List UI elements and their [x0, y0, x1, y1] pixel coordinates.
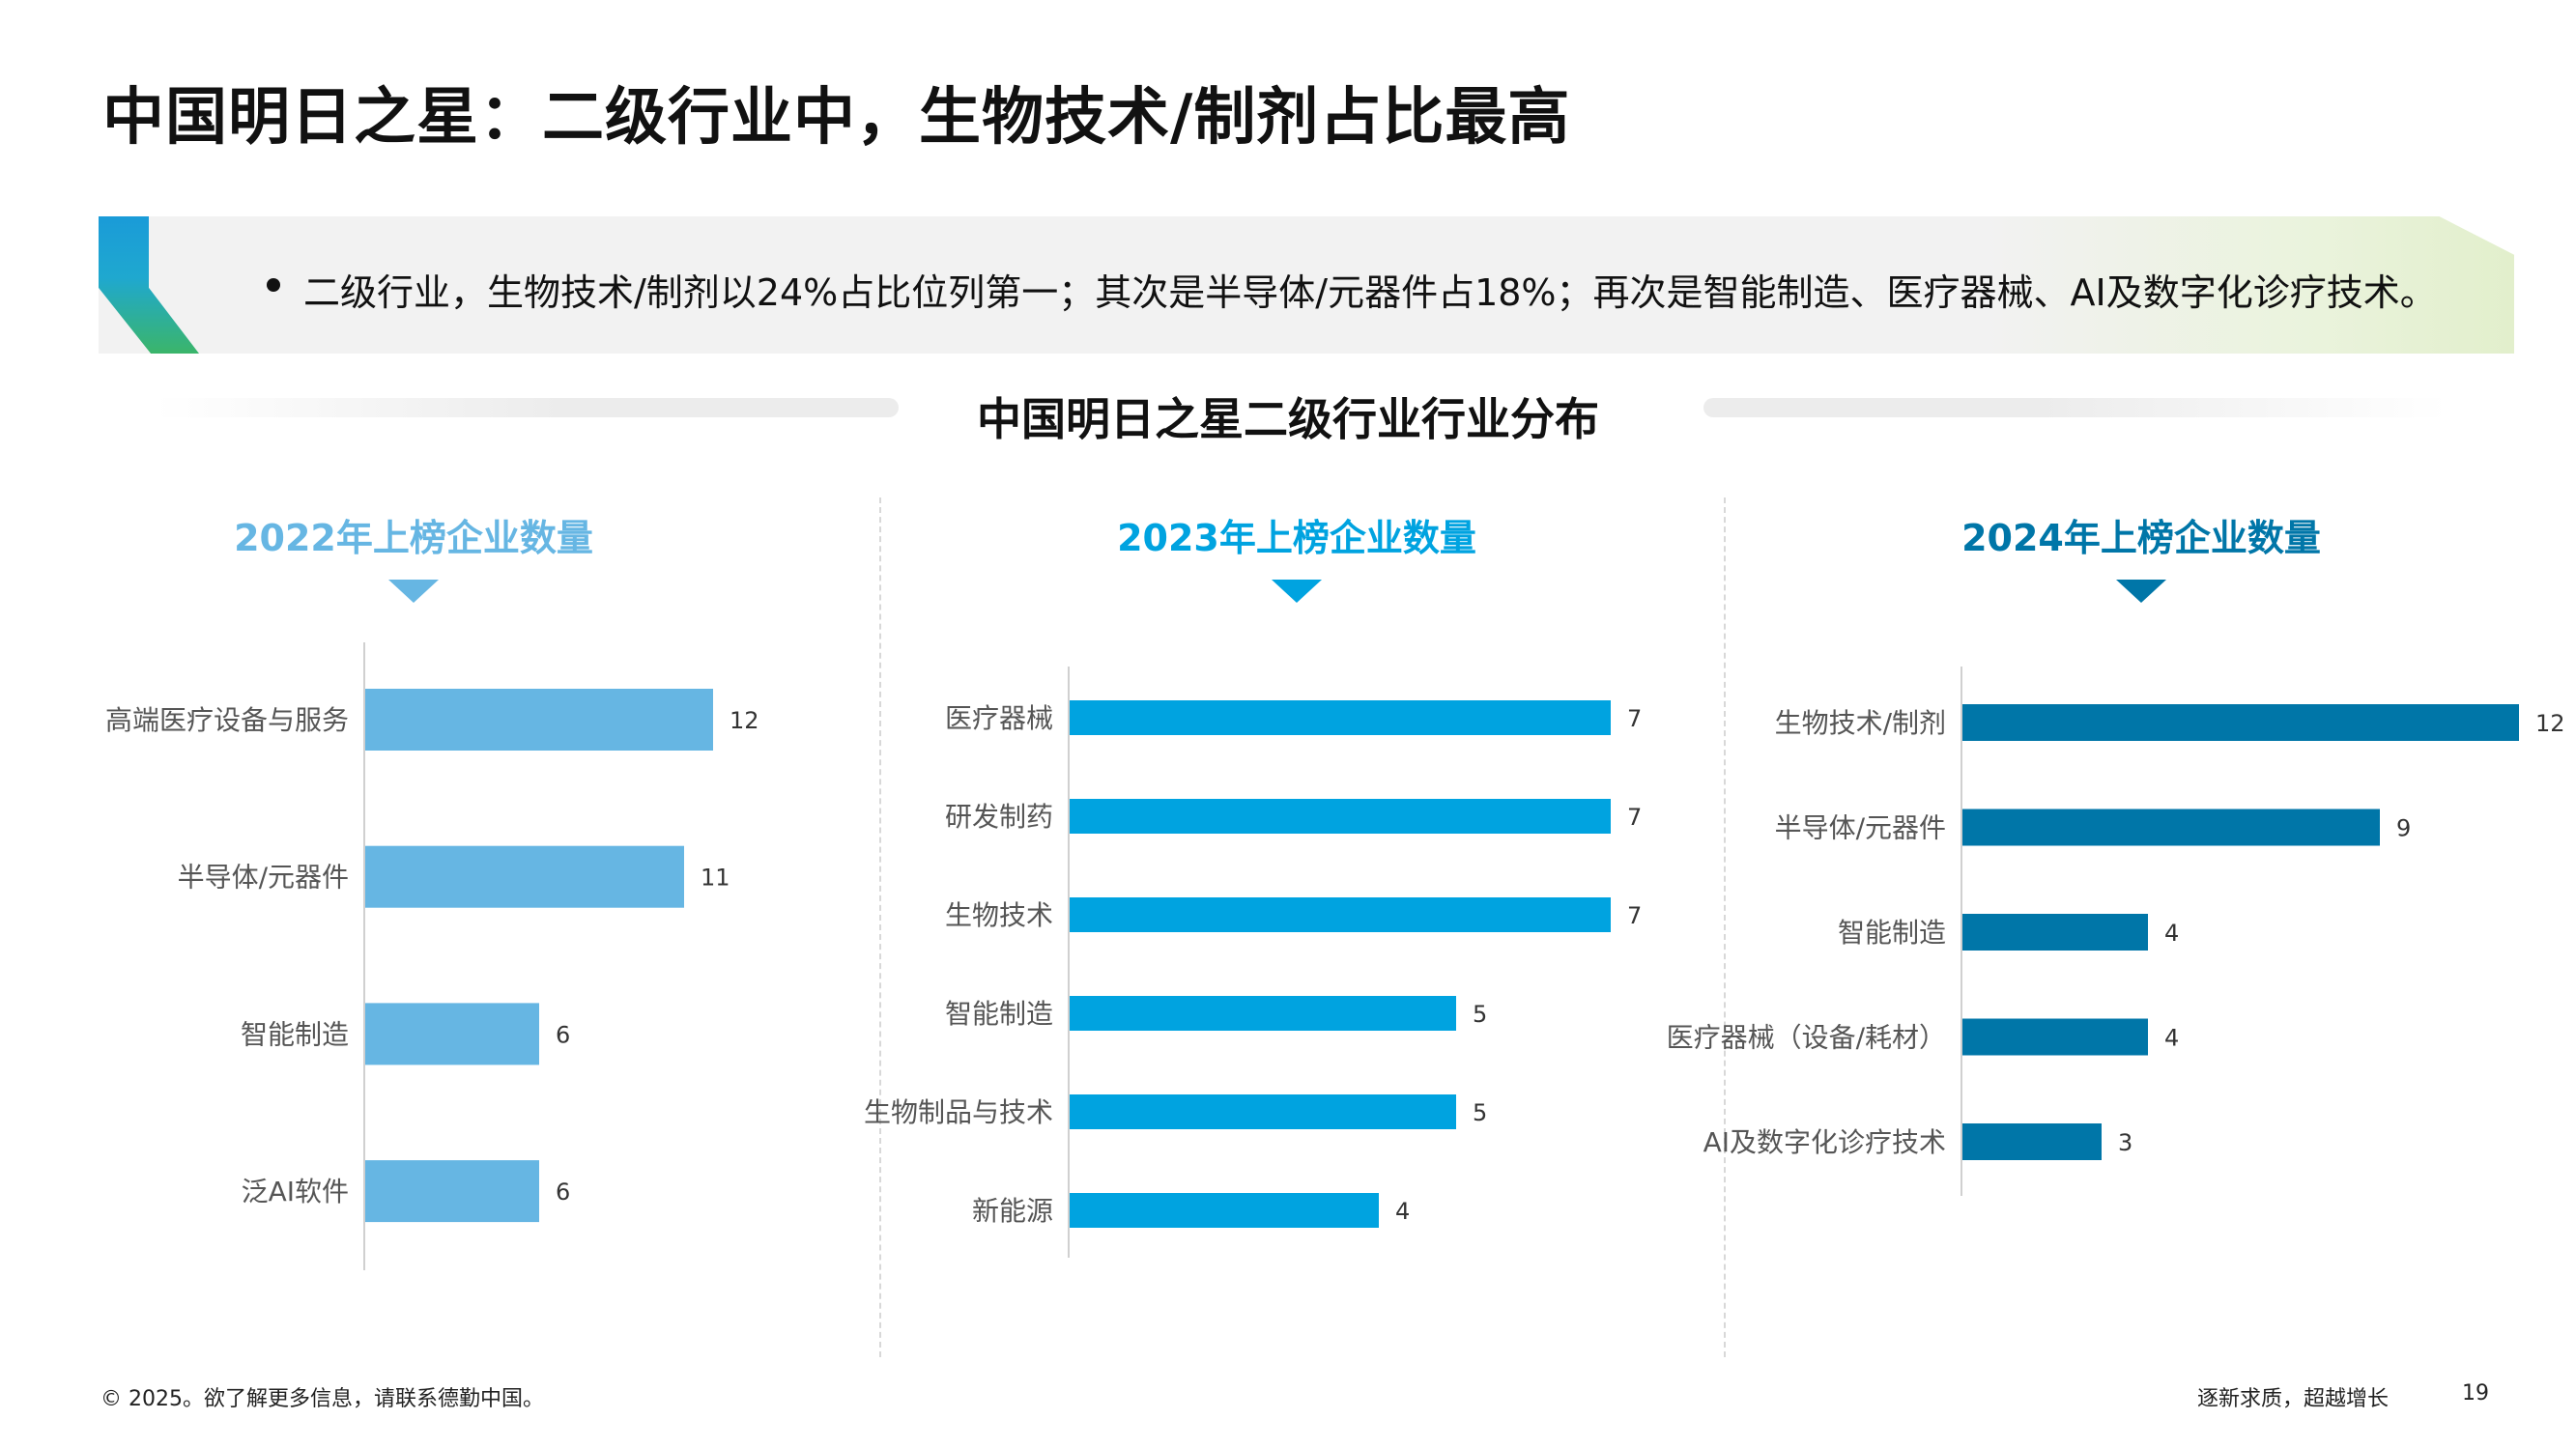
- chart-3-category-label: 智能制造: [1838, 917, 1946, 949]
- chart-2-category-label: 生物制品与技术: [864, 1096, 1053, 1128]
- title-deco-right: [1703, 398, 2447, 417]
- chart-1-category-label: 泛AI软件: [242, 1176, 349, 1207]
- column-divider-1: [879, 497, 881, 1357]
- chart-1-category-label: 半导体/元器件: [178, 862, 349, 894]
- chart-3-category-label: 生物技术/制剂: [1775, 707, 1946, 739]
- chart-3-value-label: 9: [2396, 815, 2411, 842]
- chart-3-value-label: 3: [2118, 1129, 2132, 1156]
- chart-2-category-label: 医疗器械: [945, 702, 1053, 734]
- chart-2-value-label: 7: [1627, 705, 1642, 732]
- chart-2-bar: [1070, 897, 1611, 932]
- page-number: 19: [2462, 1381, 2489, 1405]
- chart-3-value-label: 4: [2164, 920, 2179, 947]
- chart-3-category-label: 医疗器械（设备/耗材）: [1667, 1022, 1946, 1054]
- chart-3-bar: [1962, 1018, 2148, 1056]
- chart-1-category-label: 高端医疗设备与服务: [105, 704, 349, 736]
- chart-3-bar: [1962, 809, 2380, 846]
- chart-1-value-label: 11: [701, 865, 730, 892]
- chart-3-pointer-icon: [2116, 580, 2166, 603]
- footer-copyright: © 2025。欲了解更多信息，请联系德勤中国。: [100, 1387, 544, 1411]
- chart-1-pointer-icon: [388, 580, 439, 603]
- chart-1-category-label: 智能制造: [241, 1018, 349, 1050]
- chart-2-bar: [1070, 1193, 1379, 1228]
- banner-text: 二级行业，生物技术/制剂以24%占比位列第一；其次是半导体/元器件占18%；再次…: [303, 271, 2437, 314]
- chart-2-category-label: 智能制造: [945, 998, 1053, 1030]
- chart-3-category-label: 半导体/元器件: [1775, 812, 1946, 844]
- chart-2-value-label: 7: [1627, 804, 1642, 831]
- chart-2-value-label: 4: [1395, 1198, 1410, 1225]
- summary-banner: [99, 216, 2514, 354]
- chart-2-bar: [1070, 996, 1456, 1031]
- page-title: 中国明日之星：二级行业中，生物技术/制剂占比最高: [102, 82, 1571, 154]
- chart-2-value-label: 5: [1473, 1099, 1487, 1126]
- chart-1-bar: [365, 689, 713, 751]
- title-deco-left: [155, 398, 899, 417]
- chart-2-bar: [1070, 799, 1611, 834]
- bullet-icon: [267, 278, 280, 292]
- chart-1-value-label: 6: [556, 1178, 570, 1206]
- chart-2-bar: [1070, 1094, 1456, 1129]
- chart-1-value-label: 12: [730, 707, 759, 734]
- section-title: 中国明日之星二级行业行业分布: [977, 393, 1599, 445]
- chart-2-value-label: 7: [1627, 902, 1642, 929]
- chart-3-title: 2024年上榜企业数量: [1961, 517, 2321, 559]
- chart-2-category-label: 新能源: [972, 1195, 1053, 1227]
- chart-3-bar: [1962, 1123, 2102, 1160]
- chart-1-value-label: 6: [556, 1021, 570, 1048]
- footer-slogan: 逐新求质，超越增长: [2197, 1387, 2390, 1411]
- chart-3-category-label: AI及数字化诊疗技术: [1703, 1126, 1946, 1158]
- chart-2-bar: [1070, 700, 1611, 735]
- chart-2-pointer-icon: [1272, 580, 1322, 603]
- chart-2-value-label: 5: [1473, 1001, 1487, 1028]
- chart-2-title: 2023年上榜企业数量: [1117, 517, 1476, 559]
- chart-1-bar: [365, 845, 684, 908]
- chart-1-title: 2022年上榜企业数量: [234, 517, 593, 559]
- chart-1-bar: [365, 1160, 539, 1223]
- chart-3-value-label: 4: [2164, 1025, 2179, 1052]
- chart-3-bar: [1962, 704, 2519, 741]
- chart-2-category-label: 研发制药: [945, 801, 1053, 833]
- chart-2-category-label: 生物技术: [945, 899, 1053, 931]
- chart-3-bar: [1962, 914, 2148, 951]
- column-divider-2: [1724, 497, 1726, 1357]
- chart-1-bar: [365, 1003, 539, 1065]
- chart-3-value-label: 12: [2535, 710, 2565, 737]
